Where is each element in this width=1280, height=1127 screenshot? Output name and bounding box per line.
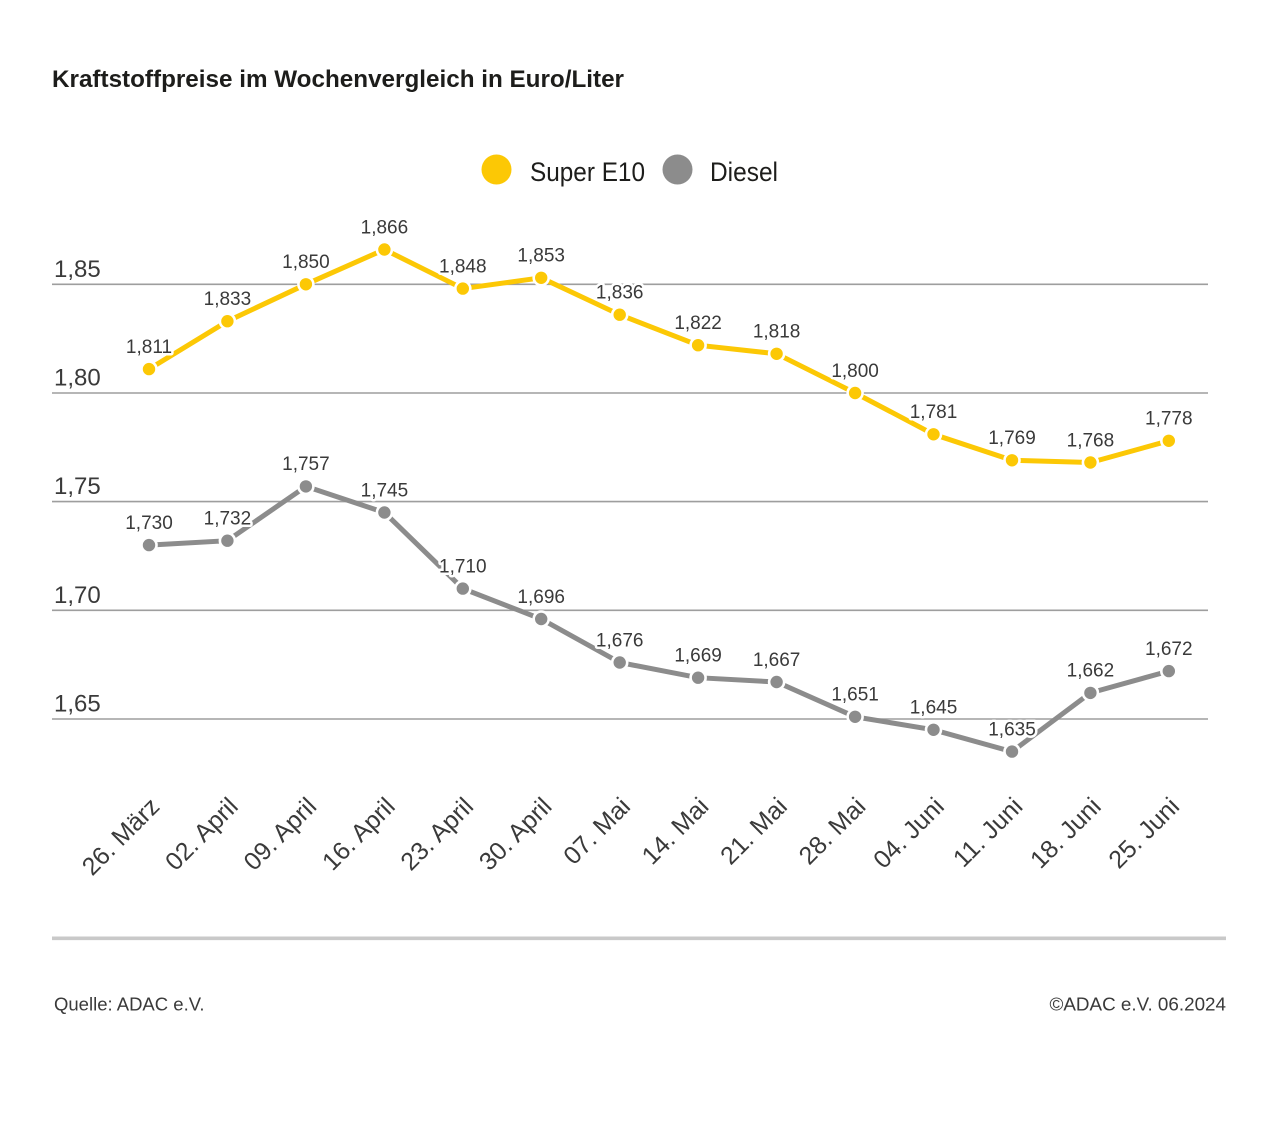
svg-text:1,669: 1,669 [674, 646, 722, 667]
svg-text:1,822: 1,822 [674, 313, 722, 334]
svg-text:1,645: 1,645 [910, 698, 958, 719]
svg-text:1,778: 1,778 [1145, 409, 1193, 430]
svg-text:1,651: 1,651 [831, 685, 879, 706]
svg-text:1,662: 1,662 [1067, 661, 1115, 682]
svg-text:1,853: 1,853 [517, 246, 565, 267]
svg-text:1,676: 1,676 [596, 630, 644, 651]
svg-text:Super E10: Super E10 [530, 157, 645, 187]
svg-text:Diesel: Diesel [710, 157, 778, 187]
svg-text:1,800: 1,800 [831, 361, 879, 382]
svg-text:1,848: 1,848 [439, 256, 487, 277]
svg-text:1,811: 1,811 [126, 337, 172, 358]
svg-text:1,833: 1,833 [204, 289, 252, 310]
svg-text:1,768: 1,768 [1067, 430, 1115, 451]
svg-text:©ADAC e.V. 06.2024: ©ADAC e.V. 06.2024 [1050, 994, 1227, 1015]
svg-text:Kraftstoffpreise im Wochenverg: Kraftstoffpreise im Wochenvergleich in E… [52, 66, 624, 93]
svg-text:1,672: 1,672 [1145, 639, 1193, 660]
svg-text:1,80: 1,80 [54, 365, 101, 392]
svg-text:1,732: 1,732 [204, 509, 252, 530]
svg-text:1,836: 1,836 [596, 283, 644, 304]
svg-text:1,85: 1,85 [54, 256, 101, 283]
svg-text:1,818: 1,818 [753, 322, 801, 343]
svg-text:1,75: 1,75 [54, 473, 101, 500]
svg-text:1,635: 1,635 [988, 719, 1036, 740]
svg-text:1,781: 1,781 [910, 402, 958, 423]
svg-text:1,745: 1,745 [361, 480, 409, 501]
svg-text:1,850: 1,850 [282, 252, 330, 273]
svg-text:1,730: 1,730 [125, 513, 173, 534]
svg-text:1,769: 1,769 [988, 428, 1036, 449]
svg-text:1,70: 1,70 [54, 582, 101, 609]
svg-text:1,757: 1,757 [282, 454, 330, 475]
svg-text:1,696: 1,696 [517, 587, 565, 608]
svg-text:Quelle: ADAC e.V.: Quelle: ADAC e.V. [54, 994, 204, 1015]
svg-text:1,667: 1,667 [753, 650, 801, 671]
svg-text:1,710: 1,710 [439, 556, 487, 577]
svg-text:1,866: 1,866 [361, 217, 409, 238]
svg-text:1,65: 1,65 [54, 691, 101, 718]
